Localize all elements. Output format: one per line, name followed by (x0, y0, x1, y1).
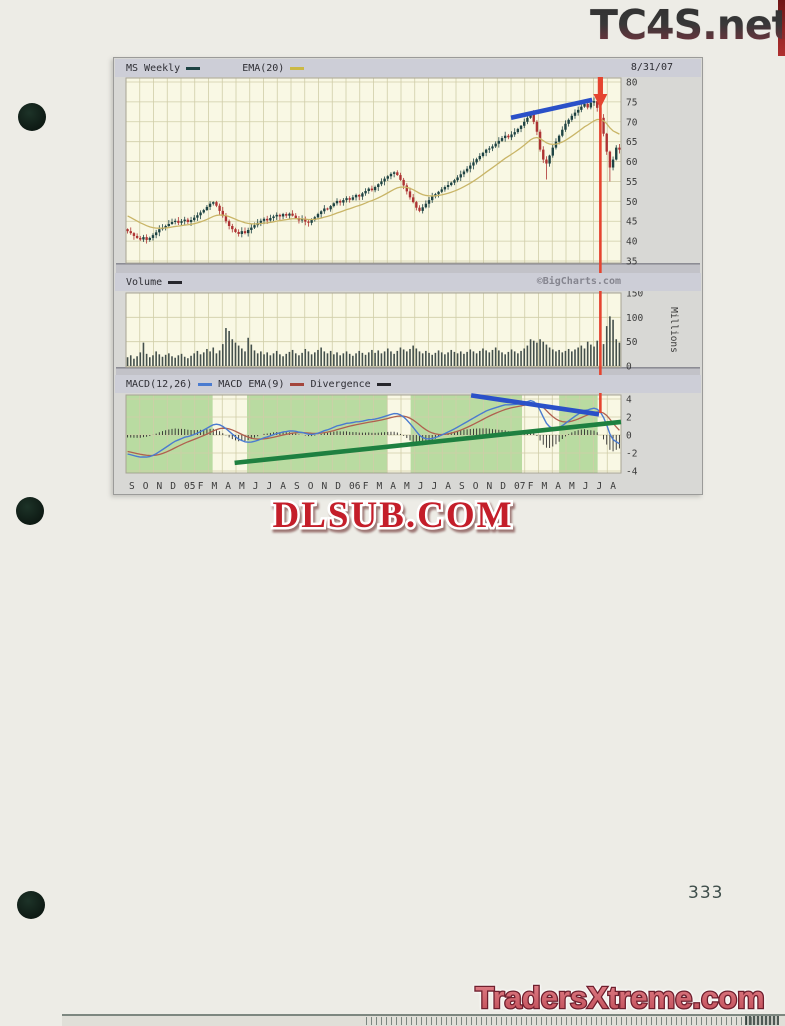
svg-text:F: F (528, 481, 534, 492)
symbol-label: MS Weekly (126, 62, 181, 74)
svg-text:0: 0 (626, 362, 632, 373)
watermark-tradersxtreme: TradersXtreme.com (474, 979, 766, 1017)
hole-punch-top (18, 103, 46, 131)
svg-text:J: J (253, 481, 259, 492)
svg-text:100: 100 (626, 313, 643, 324)
svg-text:N: N (487, 481, 493, 492)
svg-text:70: 70 (626, 117, 638, 128)
ema20-line (127, 118, 620, 229)
svg-text:J: J (432, 481, 438, 492)
chart-date: 8/31/07 (630, 62, 673, 73)
svg-text:S: S (129, 481, 135, 492)
svg-text:M: M (569, 481, 575, 492)
volume-panel-header: Volume ©BigCharts.com (115, 273, 701, 291)
svg-text:A: A (555, 481, 561, 492)
hole-punch-middle (16, 497, 44, 525)
svg-text:-4: -4 (626, 467, 638, 478)
svg-text:M: M (377, 481, 383, 492)
svg-text:F: F (363, 481, 369, 492)
svg-text:150: 150 (626, 289, 643, 300)
next-page-sliver-block (745, 1016, 779, 1025)
macd-panel-header: MACD(12,26) MACD EMA(9) Divergence (115, 375, 701, 393)
svg-text:O: O (143, 481, 149, 492)
svg-text:05: 05 (184, 481, 195, 492)
svg-text:60: 60 (626, 157, 638, 168)
svg-text:A: A (280, 481, 286, 492)
svg-text:O: O (308, 481, 314, 492)
svg-text:N: N (322, 481, 328, 492)
svg-text:J: J (267, 481, 273, 492)
svg-text:A: A (225, 481, 231, 492)
svg-text:S: S (294, 481, 300, 492)
svg-text:0: 0 (626, 431, 632, 442)
svg-text:4: 4 (626, 395, 632, 406)
svg-text:35: 35 (626, 257, 637, 268)
hole-punch-bottom (17, 891, 45, 919)
svg-text:A: A (445, 481, 451, 492)
svg-text:50: 50 (626, 197, 638, 208)
svg-text:55: 55 (626, 177, 637, 188)
svg-text:-2: -2 (626, 449, 637, 460)
volume-bars (126, 316, 621, 366)
signal-legend-dash-icon (290, 382, 305, 386)
svg-text:D: D (335, 481, 341, 492)
svg-text:D: D (500, 481, 506, 492)
svg-text:45: 45 (626, 217, 637, 228)
svg-text:M: M (404, 481, 410, 492)
price-resistance-trendline (510, 97, 593, 121)
svg-text:50: 50 (626, 337, 638, 348)
svg-text:J: J (418, 481, 424, 492)
svg-text:M: M (542, 481, 548, 492)
svg-text:07: 07 (514, 481, 525, 492)
macd-legend-dash-icon (198, 382, 213, 386)
svg-text:M: M (239, 481, 245, 492)
svg-text:F: F (198, 481, 204, 492)
macd-green-bands (126, 395, 598, 473)
volume-legend-dash-icon (168, 280, 183, 284)
chart-panels-svg: 80 75 70 65 60 55 50 45 40 35 150 100 50 0 4 2 0 -2 -4 Mill… (116, 69, 700, 492)
price-legend-dash-icon (186, 66, 201, 70)
next-page-sliver (62, 1014, 785, 1026)
next-page-sliver-bars (365, 1017, 757, 1025)
svg-text:A: A (610, 481, 616, 492)
svg-text:06: 06 (349, 481, 361, 492)
svg-text:O: O (473, 481, 479, 492)
svg-text:A: A (390, 481, 396, 492)
watermark-dlsub-text: DLSUB.COM (272, 495, 513, 536)
svg-text:M: M (212, 481, 218, 492)
price-panel-header: MS Weekly EMA(20) 8/31/07 (115, 59, 701, 77)
svg-text:65: 65 (626, 137, 637, 148)
macd-signal-label: MACD EMA(9) (218, 378, 285, 390)
bigcharts-chart: MS Weekly EMA(20) 8/31/07 Volume ©BigCha… (113, 57, 703, 495)
watermark-tc4s: TC4S.net (590, 1, 785, 49)
svg-text:40: 40 (626, 237, 638, 248)
svg-text:Millions: Millions (668, 307, 679, 353)
macd-down-trendline (470, 393, 600, 417)
page-number: 333 (688, 883, 724, 903)
watermark-dlsub: DLSUB.COM (270, 493, 514, 539)
macd-support-trendline (234, 419, 622, 466)
volume-label: Volume (126, 276, 163, 288)
divergence-label: Divergence (310, 378, 371, 390)
svg-text:N: N (157, 481, 163, 492)
svg-text:D: D (170, 481, 176, 492)
svg-text:S: S (459, 481, 465, 492)
divergence-legend-dash-icon (376, 382, 391, 386)
svg-text:2: 2 (626, 413, 632, 424)
watermark-tradersxtreme-text: TradersXtreme.com (475, 980, 764, 1015)
bigcharts-copyright: ©BigCharts.com (536, 276, 621, 287)
svg-text:80: 80 (626, 78, 638, 89)
svg-text:J: J (597, 481, 603, 492)
ema-label: EMA(20) (242, 62, 285, 74)
svg-text:75: 75 (626, 97, 637, 108)
svg-text:J: J (583, 481, 589, 492)
red-arrow-annotation (593, 69, 608, 413)
macd-label: MACD(12,26) (126, 378, 193, 390)
scan-edge-red-strip (778, 0, 785, 56)
ema-legend-dash-icon (290, 66, 305, 70)
